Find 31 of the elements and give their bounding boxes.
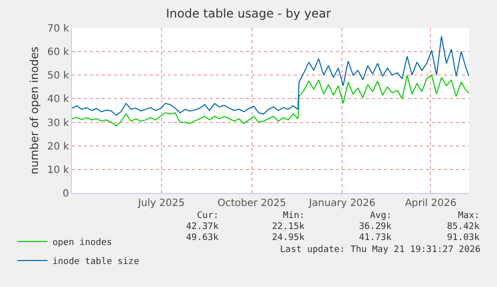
y-tick-label: 70 k	[47, 24, 70, 34]
text: 36.29k	[359, 222, 392, 232]
y-tick-label: 0	[62, 188, 69, 200]
text: 41.73k	[359, 233, 392, 243]
text: Avg:	[370, 211, 392, 221]
text: 42.37k	[186, 222, 220, 232]
text: 85.42k	[447, 222, 480, 232]
legend-label: inode table size	[52, 256, 140, 267]
text: Cur:	[197, 211, 219, 221]
text: 24.95k	[272, 233, 306, 243]
y-tick-label: 20 k	[47, 141, 70, 152]
text: Min:	[283, 211, 305, 221]
line-series	[72, 74, 469, 126]
y-tick-label: 30 k	[47, 118, 70, 129]
x-tick-label: October 2025	[218, 198, 286, 209]
text: Max:	[458, 211, 480, 221]
x-tick-label: April 2026	[404, 198, 456, 209]
text: 91.03k	[447, 233, 480, 243]
x-tick-label: January 2026	[308, 198, 376, 209]
y-tick-label: 40 k	[47, 94, 70, 106]
y-tick-label: 50 k	[47, 70, 70, 82]
legend-label: open inodes	[52, 238, 112, 248]
y-tick-label: 60 k	[47, 47, 70, 58]
text: Last update: Thu May 21 19:31:27 2026	[280, 245, 480, 255]
y-tick-label: 10 k	[47, 164, 70, 176]
line-series	[72, 36, 469, 116]
y-axis-title: number of open inodes	[28, 46, 41, 174]
chart-title: Inode table usage - by year	[166, 6, 332, 20]
x-tick-label: July 2025	[137, 198, 185, 209]
text: 49.63k	[186, 233, 220, 243]
text: 22.15k	[272, 222, 306, 232]
